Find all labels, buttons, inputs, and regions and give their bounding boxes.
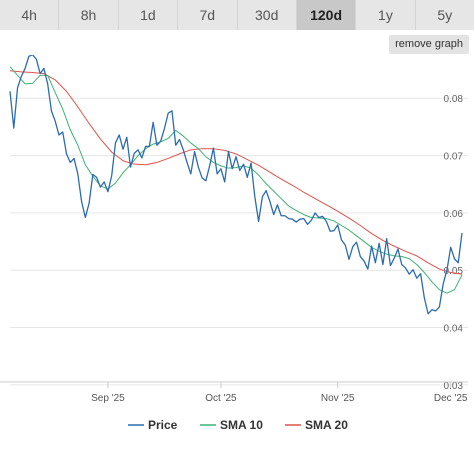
tab-1y[interactable]: 1y — [356, 0, 416, 30]
y-tick-label: 0.03 — [444, 381, 464, 392]
x-tick-label: Sep '25 — [91, 393, 125, 404]
tab-8h[interactable]: 8h — [59, 0, 119, 30]
timeframe-tab-bar: 4h 8h 1d 7d 30d 120d 1y 5y — [0, 0, 474, 30]
y-tick-label: 0.07 — [444, 152, 464, 163]
legend-label-sma-20[interactable]: SMA 20 — [305, 418, 348, 432]
tab-7d[interactable]: 7d — [178, 0, 238, 30]
tab-120d[interactable]: 120d — [296, 0, 357, 30]
tab-5y[interactable]: 5y — [415, 0, 474, 30]
price-chart: 0.03 0.04 0.05 0.06 0.07 0.08 Sep '25 Oct '25 No… — [0, 55, 468, 432]
x-tick-label: Nov '25 — [321, 393, 355, 404]
y-tick-label: 0.04 — [444, 324, 464, 335]
remove-graph-button[interactable]: remove graph — [389, 35, 469, 54]
tab-30d[interactable]: 30d — [237, 0, 297, 30]
legend-label-price[interactable]: Price — [148, 418, 178, 432]
legend-label-sma-10[interactable]: SMA 10 — [220, 418, 263, 432]
tab-1d[interactable]: 1d — [118, 0, 179, 30]
x-tick-label: Oct '25 — [205, 393, 237, 404]
y-tick-label: 0.05 — [444, 266, 464, 277]
tab-4h[interactable]: 4h — [0, 0, 60, 30]
y-tick-label: 0.08 — [444, 94, 464, 105]
y-tick-label: 0.06 — [444, 209, 464, 220]
series-line-price — [9, 55, 463, 315]
series-line-sma-10 — [9, 66, 463, 294]
x-tick-label: Dec '25 — [434, 393, 468, 404]
